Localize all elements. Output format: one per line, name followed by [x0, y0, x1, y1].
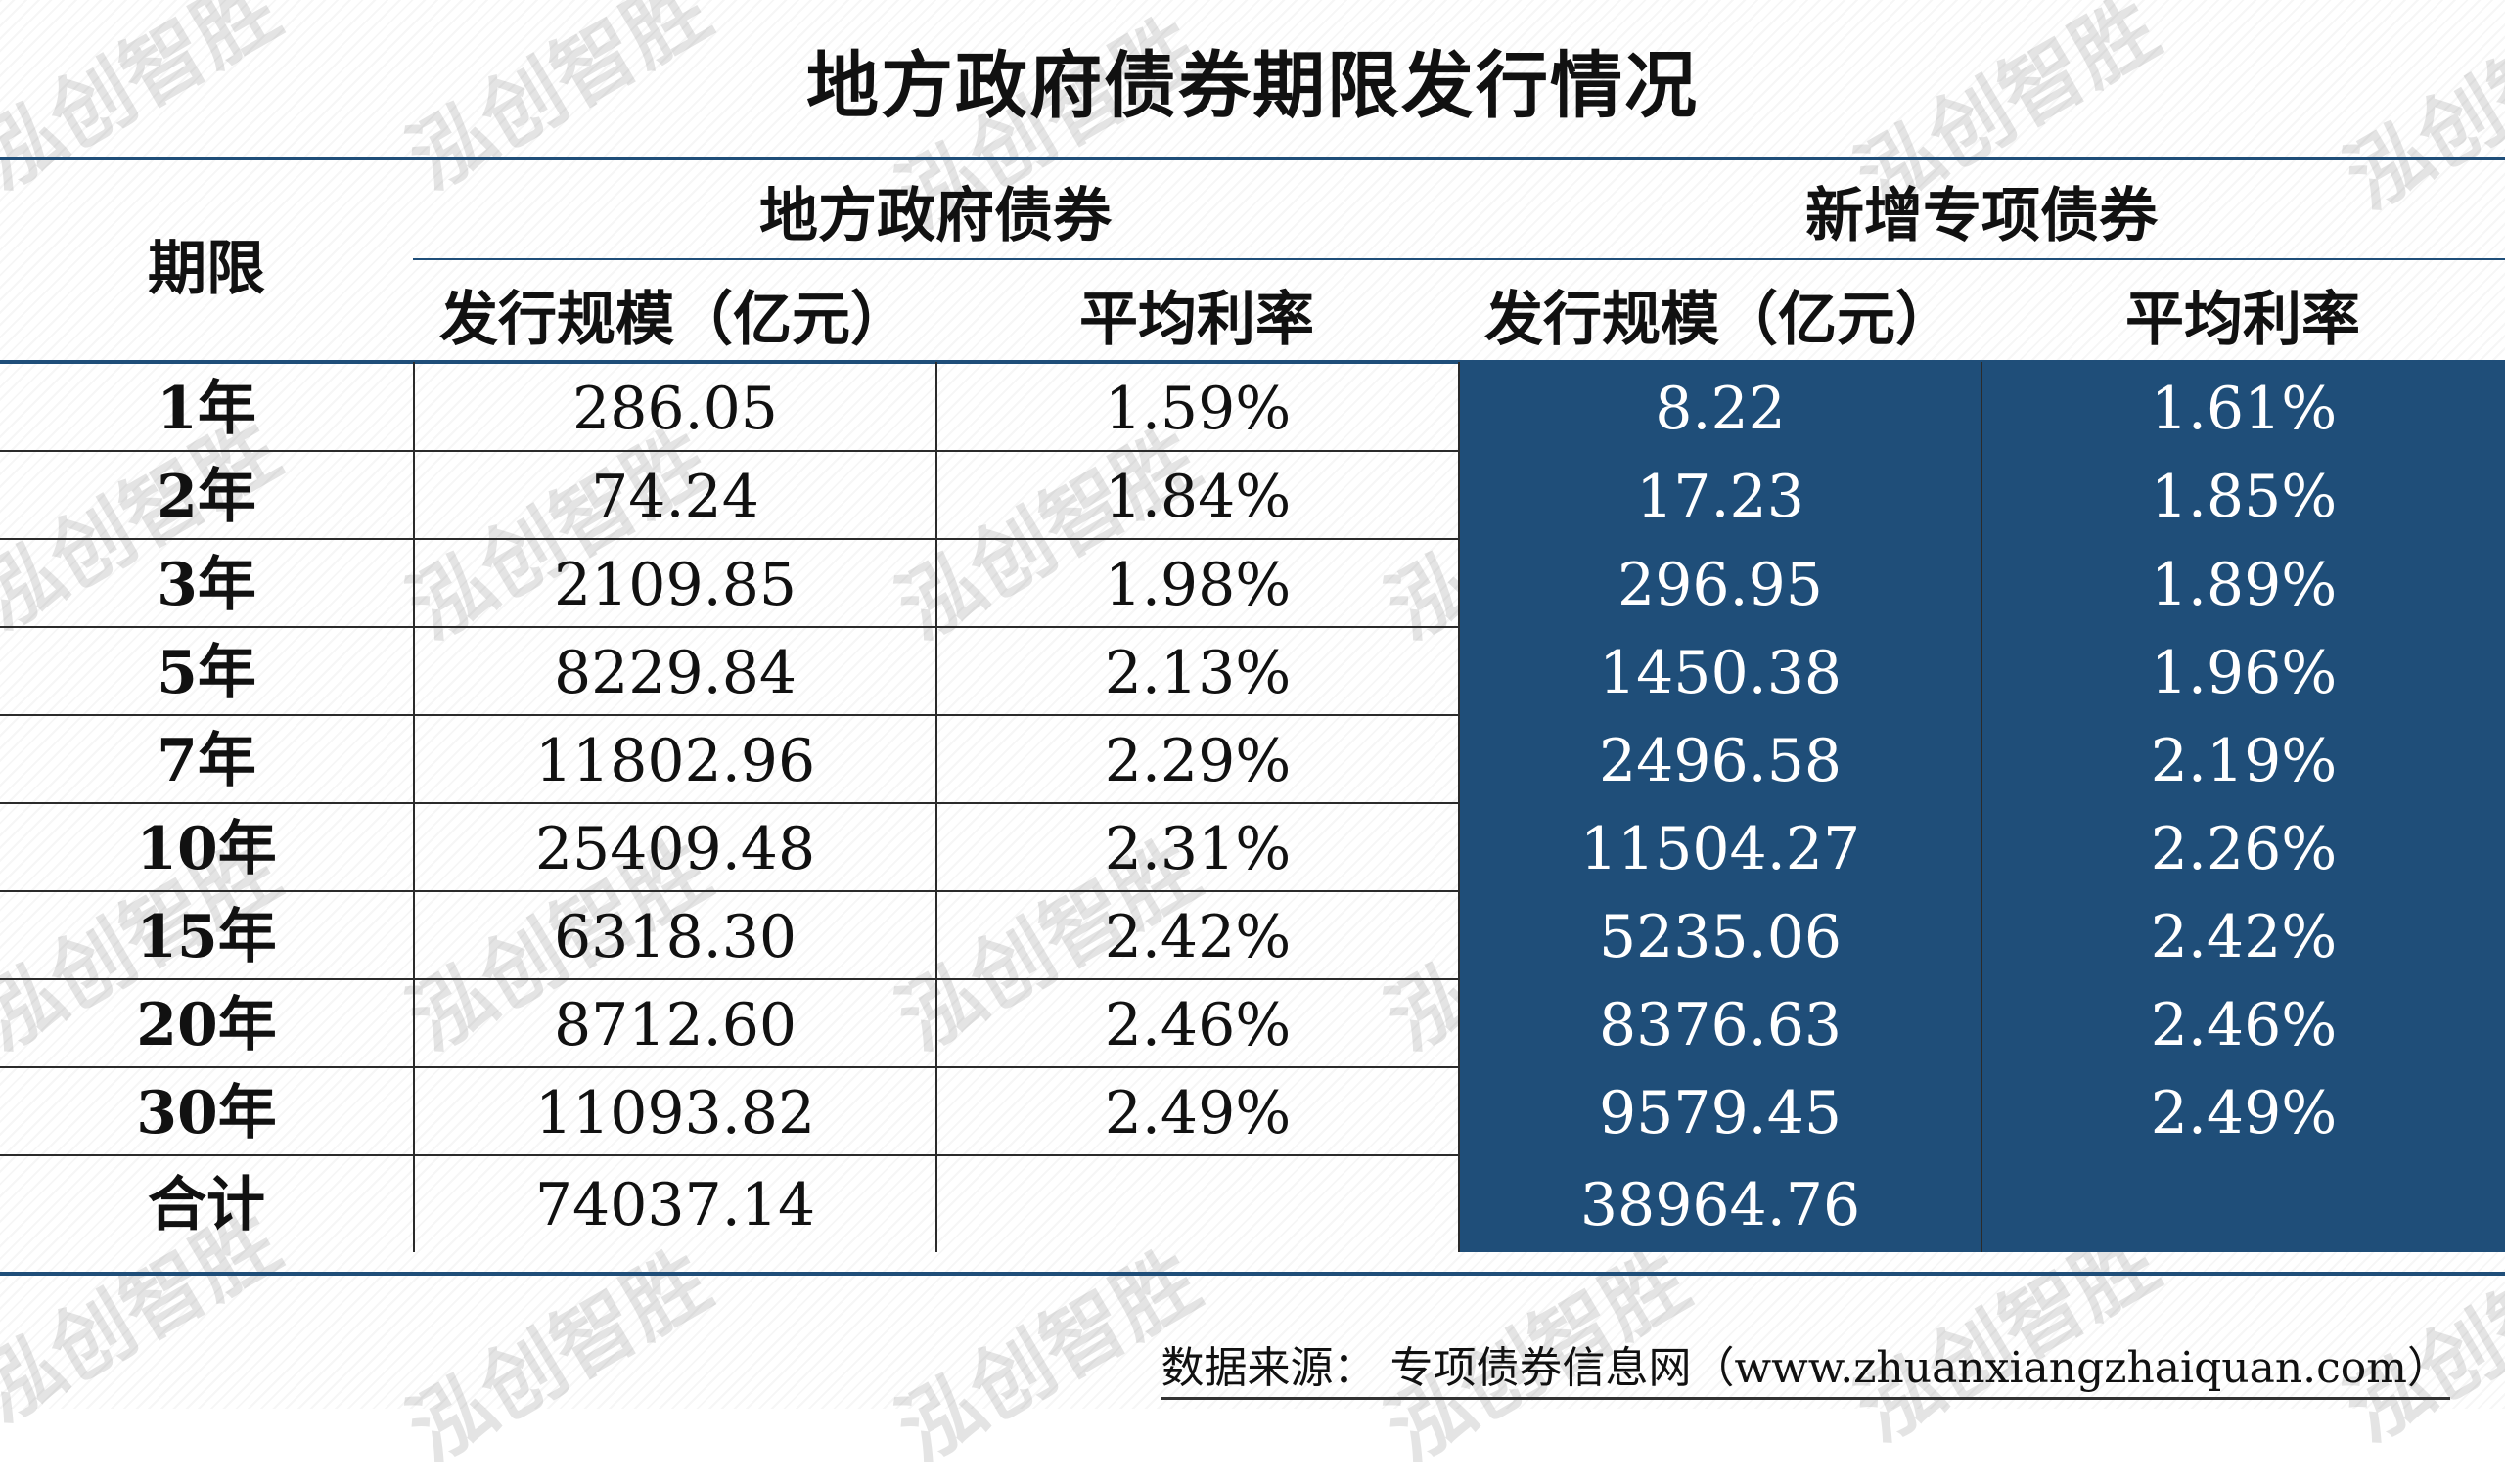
term-cell: 15年 [136, 903, 277, 971]
table-row: 2年 74.24 1.84% 17.23 1.85% [0, 450, 2505, 540]
header-group-local: 地方政府债券 [759, 182, 1112, 250]
local-rate-cell: 2.31% [935, 802, 1458, 890]
term-cell: 20年 [136, 991, 277, 1059]
total-special-rate [1981, 1154, 2505, 1252]
total-local-rate [935, 1154, 1458, 1252]
special-scale-cell: 5235.06 [1458, 890, 1981, 978]
special-scale-cell: 9579.45 [1458, 1066, 1981, 1154]
page-title: 地方政府债券期限发行情况 [806, 44, 1699, 128]
header-sp-scale: 发行规模（亿元） [1484, 286, 1954, 354]
local-rate-cell: 2.29% [935, 714, 1458, 802]
special-rate-cell: 1.85% [1981, 450, 2505, 538]
special-rate-cell: 2.26% [1981, 802, 2505, 890]
special-scale-cell: 2496.58 [1458, 714, 1981, 802]
local-rate-cell: 1.84% [935, 450, 1458, 538]
header-sp-rate: 平均利率 [2125, 286, 2360, 354]
special-scale-cell: 17.23 [1458, 450, 1981, 538]
header-lg-rate: 平均利率 [1079, 286, 1314, 354]
table-row: 30年 11093.82 2.49% 9579.45 2.49% [0, 1066, 2505, 1156]
local-scale-cell: 74.24 [413, 450, 935, 538]
special-rate-cell: 2.46% [1981, 978, 2505, 1066]
local-scale-cell: 286.05 [413, 362, 935, 450]
table-row: 15年 6318.30 2.42% 5235.06 2.42% [0, 890, 2505, 980]
header-term: 期限 [148, 235, 265, 303]
local-scale-cell: 6318.30 [413, 890, 935, 978]
special-rate-cell: 2.42% [1981, 890, 2505, 978]
local-scale-cell: 8712.60 [413, 978, 935, 1066]
term-cell: 30年 [136, 1079, 277, 1147]
local-rate-cell: 2.42% [935, 890, 1458, 978]
special-scale-cell: 296.95 [1458, 538, 1981, 626]
header-group-special: 新增专项债券 [1805, 182, 2158, 250]
local-scale-cell: 25409.48 [413, 802, 935, 890]
term-cell: 2年 [157, 463, 256, 531]
table-row: 10年 25409.48 2.31% 11504.27 2.26% [0, 802, 2505, 892]
table-row: 1年 286.05 1.59% 8.22 1.61% [0, 362, 2505, 452]
local-rate-cell: 1.59% [935, 362, 1458, 450]
term-cell: 1年 [157, 375, 256, 443]
special-scale-cell: 8.22 [1458, 362, 1981, 450]
total-label: 合计 [148, 1171, 265, 1239]
table-row: 3年 2109.85 1.98% 296.95 1.89% [0, 538, 2505, 628]
local-rate-cell: 2.46% [935, 978, 1458, 1066]
special-scale-cell: 1450.38 [1458, 626, 1981, 714]
group-header-rule [413, 258, 2505, 260]
special-rate-cell: 2.49% [1981, 1066, 2505, 1154]
local-rate-cell: 2.13% [935, 626, 1458, 714]
header-top-rule [0, 157, 2505, 160]
special-scale-cell: 8376.63 [1458, 978, 1981, 1066]
table-total-row: 合计 74037.14 38964.76 [0, 1154, 2505, 1252]
local-scale-cell: 2109.85 [413, 538, 935, 626]
header-lg-scale: 发行规模（亿元） [439, 286, 909, 354]
table-row: 5年 8229.84 2.13% 1450.38 1.96% [0, 626, 2505, 716]
special-rate-cell: 1.61% [1981, 362, 2505, 450]
special-rate-cell: 1.96% [1981, 626, 2505, 714]
header-bottom-rule [0, 360, 2505, 364]
total-local-scale: 74037.14 [413, 1154, 935, 1252]
special-scale-cell: 11504.27 [1458, 802, 1981, 890]
term-cell: 7年 [157, 727, 256, 795]
table-row: 7年 11802.96 2.29% 2496.58 2.19% [0, 714, 2505, 804]
special-rate-cell: 2.19% [1981, 714, 2505, 802]
table-row: 20年 8712.60 2.46% 8376.63 2.46% [0, 978, 2505, 1068]
total-special-scale: 38964.76 [1458, 1154, 1981, 1252]
table-bottom-rule [0, 1272, 2505, 1276]
watermark-text: 泓创智胜 [392, 1232, 726, 1480]
term-cell: 3年 [157, 551, 256, 619]
term-cell: 5年 [157, 639, 256, 707]
data-source-note: 数据来源： 专项债券信息网（www.zhuanxiangzhaiquan.com… [1161, 1332, 2450, 1400]
local-rate-cell: 2.49% [935, 1066, 1458, 1154]
local-rate-cell: 1.98% [935, 538, 1458, 626]
local-scale-cell: 11802.96 [413, 714, 935, 802]
local-scale-cell: 8229.84 [413, 626, 935, 714]
term-cell: 10年 [136, 815, 277, 883]
special-rate-cell: 1.89% [1981, 538, 2505, 626]
local-scale-cell: 11093.82 [413, 1066, 935, 1154]
